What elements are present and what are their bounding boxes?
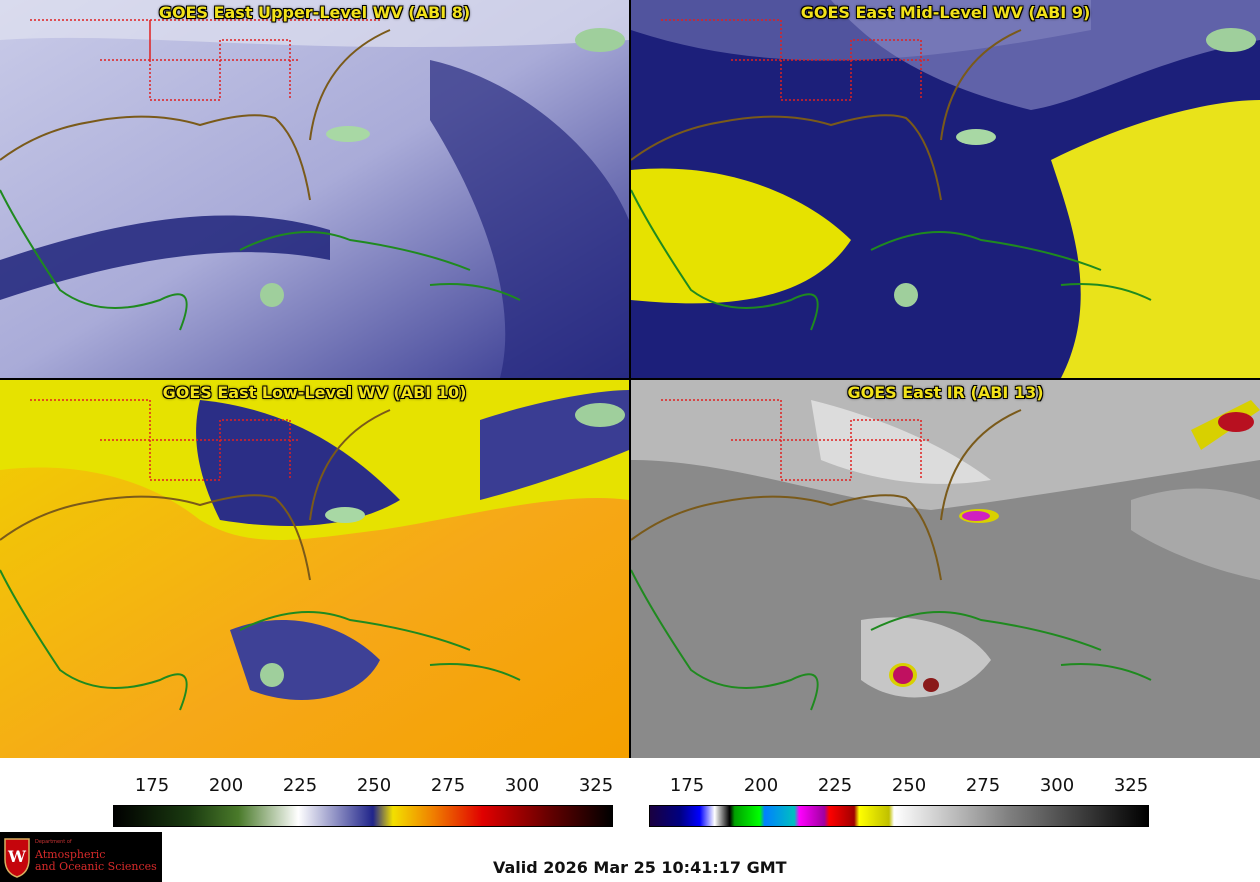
panel-mid-level-wv: GOES East Mid-Level WV (ABI 9) bbox=[631, 0, 1260, 378]
wv-tick-label: 275 bbox=[430, 775, 466, 796]
wv-tick-label: 200 bbox=[208, 775, 244, 796]
wv-tick-label: 250 bbox=[356, 775, 392, 796]
panel-title: GOES East Mid-Level WV (ABI 9) bbox=[800, 3, 1091, 22]
panel-title: GOES East Low-Level WV (ABI 10) bbox=[162, 383, 467, 402]
logo-dept: Department of bbox=[35, 839, 72, 845]
low-wv-imagery bbox=[0, 380, 629, 758]
wv-tick-label: 300 bbox=[504, 775, 540, 796]
ir-imagery bbox=[631, 380, 1260, 758]
ir-colorbar bbox=[649, 805, 1149, 827]
ir-tick-label: 200 bbox=[743, 775, 779, 796]
logo-line1: Atmospheric bbox=[35, 848, 106, 861]
ir-tick-label: 275 bbox=[965, 775, 1001, 796]
ir-tick-label: 250 bbox=[891, 775, 927, 796]
ir-tick-label: 175 bbox=[669, 775, 705, 796]
panel-divider-horizontal bbox=[0, 378, 1260, 380]
panel-ir: GOES East IR (ABI 13) bbox=[631, 380, 1260, 758]
mid-wv-imagery bbox=[631, 0, 1260, 378]
upper-wv-imagery bbox=[0, 0, 629, 378]
valid-time: Valid 2026 Mar 25 10:41:17 GMT bbox=[493, 858, 787, 877]
wv-colorbar bbox=[113, 805, 613, 827]
wv-tick-label: 325 bbox=[578, 775, 614, 796]
wv-tick-label: 175 bbox=[134, 775, 170, 796]
aos-logo: W Department of Atmospheric and Oceanic … bbox=[0, 832, 162, 882]
ir-tick-label: 300 bbox=[1039, 775, 1075, 796]
uw-crest-icon: W bbox=[4, 838, 30, 878]
panel-low-level-wv: GOES East Low-Level WV (ABI 10) bbox=[0, 380, 629, 758]
panel-title: GOES East Upper-Level WV (ABI 8) bbox=[158, 3, 471, 22]
panel-title: GOES East IR (ABI 13) bbox=[847, 383, 1044, 402]
ir-tick-label: 225 bbox=[817, 775, 853, 796]
wv-tick-label: 225 bbox=[282, 775, 318, 796]
panel-upper-level-wv: GOES East Upper-Level WV (ABI 8) bbox=[0, 0, 629, 378]
logo-line2: and Oceanic Sciences bbox=[35, 860, 157, 873]
ir-tick-label: 325 bbox=[1113, 775, 1149, 796]
svg-text:W: W bbox=[7, 847, 27, 866]
